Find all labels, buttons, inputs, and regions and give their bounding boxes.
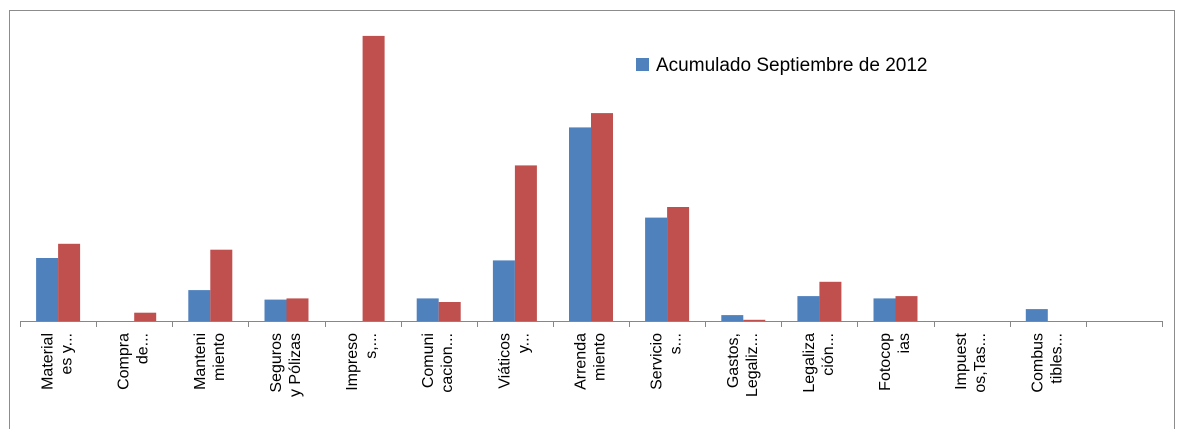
- category-label-13-line-2: os,Tas...: [972, 333, 989, 393]
- bar-series-1-cat-9: [645, 217, 668, 321]
- bar-series-1-cat-4: [264, 299, 287, 321]
- category-label-12-line-2: ias: [896, 333, 913, 353]
- bar-series-1-cat-6: [416, 298, 439, 321]
- category-label-8-line-1: Arrenda: [573, 333, 590, 390]
- bar-series-2-cat-5: [362, 35, 385, 322]
- bar-series-2-cat-11: [819, 281, 842, 321]
- bar-series-1-cat-3: [188, 290, 211, 321]
- category-label-10-line-2: Legaliz...: [744, 333, 761, 397]
- bars-group: [36, 35, 1048, 322]
- bar-series-1-cat-12: [873, 298, 896, 321]
- category-label-3-line-1: Manteni: [192, 333, 209, 390]
- category-label-1-line-1: Material: [40, 333, 57, 390]
- bar-series-1-cat-7: [492, 260, 515, 321]
- category-label-2-line-1: Compra: [116, 333, 133, 390]
- category-label-2-line-2: de...: [135, 333, 152, 364]
- category-label-10-line-1: Gastos,: [725, 333, 742, 388]
- category-label-4-line-2: y Pólizas: [287, 333, 304, 397]
- bar-series-2-cat-2: [134, 312, 157, 321]
- category-label-1-line-2: es y...: [59, 333, 76, 375]
- category-label-9-line-1: Servicio: [649, 333, 666, 390]
- legend: Acumulado Septiembre de 2012: [636, 55, 927, 76]
- bar-series-1-cat-11: [797, 296, 820, 321]
- chart-frame: [9, 10, 1175, 429]
- category-label-14-line-1: Combus: [1029, 333, 1046, 393]
- category-label-5-line-1: Impreso: [344, 333, 361, 391]
- category-label-7-line-1: Viáticos: [496, 333, 513, 389]
- category-label-14-line-2: tibles...: [1048, 333, 1065, 384]
- category-label-12-line-1: Fotocop: [877, 333, 894, 391]
- bar-series-2-cat-7: [514, 165, 537, 321]
- bar-series-2-cat-8: [591, 113, 613, 321]
- category-label-9-line-2: s...: [668, 333, 685, 354]
- category-label-11-line-2: ción...: [820, 333, 837, 376]
- legend-swatch-series-1: [636, 58, 649, 71]
- legend-label-series-1: Acumulado Septiembre de 2012: [656, 55, 927, 76]
- bar-series-2-cat-1: [58, 243, 81, 321]
- bar-series-1-cat-14: [1025, 309, 1048, 321]
- category-label-6-line-1: Comuni: [420, 333, 437, 388]
- bar-series-2-cat-9: [667, 207, 690, 321]
- category-label-8-line-2: miento: [592, 333, 609, 381]
- bar-series-2-cat-6: [438, 302, 461, 321]
- bar-series-2-cat-4: [286, 298, 309, 321]
- category-labels: Material es y... Compra de... Manteni miento S…: [40, 332, 1066, 397]
- category-label-5-line-2: s,...: [363, 333, 380, 359]
- bar-series-2-cat-3: [210, 249, 233, 321]
- bar-series-2-cat-10: [743, 319, 766, 321]
- category-label-7-line-2: y...: [515, 333, 532, 353]
- category-label-3-line-2: miento: [211, 333, 228, 381]
- category-label-4-line-1: Seguros: [268, 333, 285, 393]
- bar-series-2-cat-12: [895, 296, 918, 321]
- category-label-11-line-1: Legaliza: [801, 333, 818, 393]
- bar-series-1-cat-1: [36, 258, 59, 321]
- category-label-13-line-1: Impuest: [953, 332, 970, 389]
- bar-series-1-cat-10: [721, 315, 744, 321]
- category-label-6-line-2: cacion...: [439, 333, 456, 393]
- x-axis-ticks: [20, 321, 1163, 327]
- bar-series-1-cat-8: [569, 127, 591, 322]
